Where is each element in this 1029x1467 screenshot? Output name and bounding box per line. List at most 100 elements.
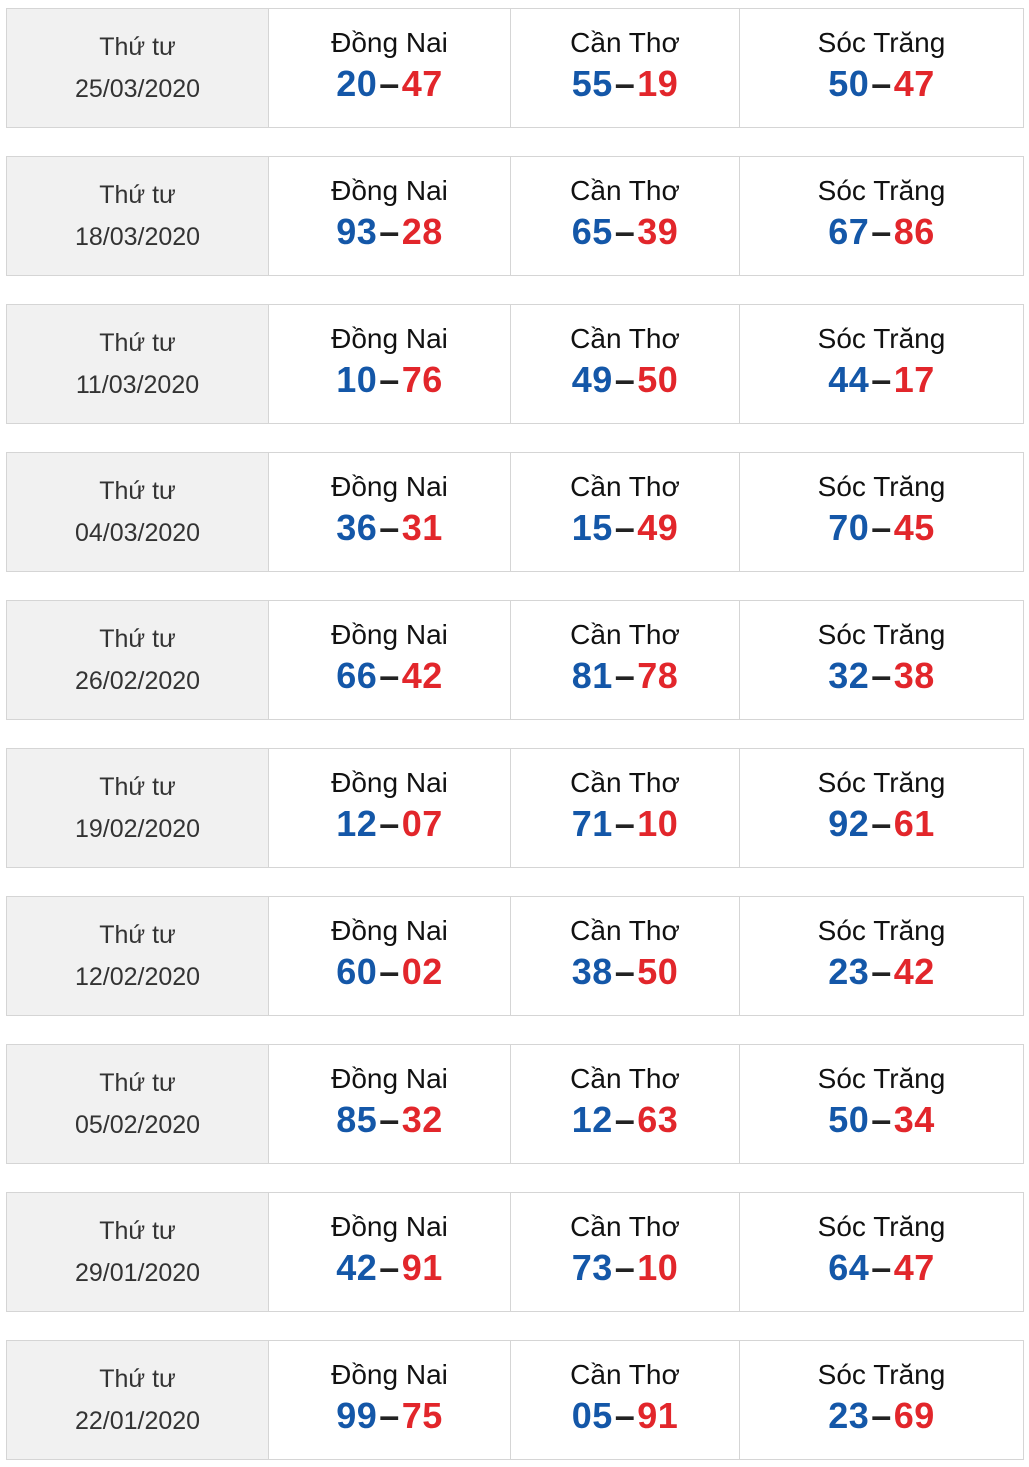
second-number: 31	[401, 507, 443, 548]
result-numbers: 12–07	[336, 801, 443, 847]
province-name[interactable]: Cần Thơ	[570, 175, 680, 206]
province-name[interactable]: Đồng Nai	[331, 767, 448, 798]
second-number: 91	[637, 1395, 679, 1436]
number-separator: –	[379, 655, 400, 696]
province-name[interactable]: Sóc Trăng	[817, 323, 946, 354]
province-name[interactable]: Cần Thơ	[570, 619, 680, 650]
result-numbers: 64–47	[828, 1245, 935, 1291]
province-result-cell: Đồng Nai 93–28	[269, 157, 511, 275]
result-numbers: 99–75	[336, 1393, 443, 1439]
province-result-cell: Sóc Trăng 67–86	[740, 157, 1023, 275]
second-number: 78	[637, 655, 679, 696]
number-separator: –	[614, 359, 636, 400]
number-separator: –	[871, 1099, 892, 1140]
province-result-cell: Sóc Trăng 32–38	[740, 601, 1023, 719]
province-name[interactable]: Sóc Trăng	[817, 619, 946, 650]
result-numbers: 10–76	[336, 357, 443, 403]
date-cell: Thứ tư 26/02/2020	[7, 601, 269, 719]
second-number: 38	[893, 655, 935, 696]
number-separator: –	[379, 1247, 400, 1288]
result-numbers: 12–63	[572, 1097, 679, 1143]
result-numbers: 50–34	[828, 1097, 935, 1143]
result-numbers: 23–42	[828, 949, 935, 995]
first-number: 71	[571, 803, 613, 844]
second-number: 76	[401, 359, 443, 400]
province-result-cell: Sóc Trăng 44–17	[740, 305, 1023, 423]
result-row: Thứ tư 18/03/2020 Đồng Nai 93–28 Cần Thơ 65–3…	[6, 156, 1024, 276]
first-number: 12	[571, 1099, 613, 1140]
province-name[interactable]: Đồng Nai	[331, 915, 448, 946]
first-number: 15	[571, 507, 613, 548]
result-row: Thứ tư 12/02/2020 Đồng Nai 60–02 Cần Thơ 38–5…	[6, 896, 1024, 1016]
province-name[interactable]: Đồng Nai	[331, 175, 448, 206]
result-numbers: 66–42	[336, 653, 443, 699]
date-cell: Thứ tư 22/01/2020	[7, 1341, 269, 1459]
date-cell: Thứ tư 18/03/2020	[7, 157, 269, 275]
province-result-cell: Sóc Trăng 64–47	[740, 1193, 1023, 1311]
province-result-cell: Cần Thơ 15–49	[511, 453, 740, 571]
draw-date[interactable]: 05/02/2020	[74, 1111, 201, 1139]
draw-date[interactable]: 29/01/2020	[74, 1259, 201, 1287]
province-name[interactable]: Đồng Nai	[331, 1359, 448, 1390]
result-numbers: 67–86	[828, 209, 935, 255]
number-separator: –	[379, 63, 400, 104]
weekday-label: Thứ tư	[99, 329, 176, 357]
province-name[interactable]: Đồng Nai	[331, 619, 448, 650]
weekday-label: Thứ tư	[99, 625, 176, 653]
province-name[interactable]: Sóc Trăng	[817, 27, 946, 58]
second-number: 69	[893, 1395, 935, 1436]
second-number: 02	[401, 951, 443, 992]
province-name[interactable]: Cần Thơ	[570, 323, 680, 354]
province-name[interactable]: Sóc Trăng	[817, 175, 946, 206]
result-numbers: 23–69	[828, 1393, 935, 1439]
second-number: 45	[893, 507, 935, 548]
result-numbers: 05–91	[572, 1393, 679, 1439]
draw-date[interactable]: 19/02/2020	[74, 815, 201, 843]
weekday-label: Thứ tư	[99, 1069, 176, 1097]
result-numbers: 44–17	[828, 357, 935, 403]
province-result-cell: Cần Thơ 05–91	[511, 1341, 740, 1459]
draw-date[interactable]: 22/01/2020	[74, 1407, 201, 1435]
result-numbers: 20–47	[336, 61, 443, 107]
province-name[interactable]: Cần Thơ	[570, 27, 680, 58]
weekday-label: Thứ tư	[99, 773, 176, 801]
first-number: 50	[828, 63, 870, 104]
province-name[interactable]: Sóc Trăng	[817, 767, 946, 798]
province-result-cell: Sóc Trăng 50–34	[740, 1045, 1023, 1163]
result-numbers: 85–32	[336, 1097, 443, 1143]
province-name[interactable]: Cần Thơ	[570, 1211, 680, 1242]
province-name[interactable]: Cần Thơ	[570, 767, 680, 798]
number-separator: –	[614, 1395, 636, 1436]
result-row: Thứ tư 22/01/2020 Đồng Nai 99–75 Cần Thơ 05–9…	[6, 1340, 1024, 1460]
province-name[interactable]: Sóc Trăng	[817, 1359, 946, 1390]
draw-date[interactable]: 11/03/2020	[75, 371, 200, 399]
second-number: 47	[893, 63, 935, 104]
province-name[interactable]: Sóc Trăng	[817, 1211, 946, 1242]
province-name[interactable]: Sóc Trăng	[817, 471, 946, 502]
province-name[interactable]: Đồng Nai	[331, 27, 448, 58]
province-result-cell: Cần Thơ 65–39	[511, 157, 740, 275]
date-cell: Thứ tư 12/02/2020	[7, 897, 269, 1015]
weekday-label: Thứ tư	[99, 921, 176, 949]
draw-date[interactable]: 26/02/2020	[74, 667, 201, 695]
province-name[interactable]: Sóc Trăng	[817, 1063, 946, 1094]
draw-date[interactable]: 04/03/2020	[74, 519, 201, 547]
province-name[interactable]: Cần Thơ	[570, 1359, 680, 1390]
province-name[interactable]: Đồng Nai	[331, 1063, 448, 1094]
date-cell: Thứ tư 29/01/2020	[7, 1193, 269, 1311]
province-name[interactable]: Đồng Nai	[331, 1211, 448, 1242]
province-name[interactable]: Cần Thơ	[570, 915, 680, 946]
province-name[interactable]: Cần Thơ	[570, 1063, 680, 1094]
province-name[interactable]: Đồng Nai	[331, 471, 448, 502]
second-number: 47	[401, 63, 443, 104]
date-cell: Thứ tư 05/02/2020	[7, 1045, 269, 1163]
province-result-cell: Cần Thơ 81–78	[511, 601, 740, 719]
result-numbers: 42–91	[336, 1245, 443, 1291]
number-separator: –	[871, 951, 892, 992]
draw-date[interactable]: 25/03/2020	[74, 75, 201, 103]
draw-date[interactable]: 12/02/2020	[74, 963, 201, 991]
draw-date[interactable]: 18/03/2020	[74, 223, 201, 251]
province-name[interactable]: Cần Thơ	[570, 471, 680, 502]
province-name[interactable]: Sóc Trăng	[817, 915, 946, 946]
province-name[interactable]: Đồng Nai	[331, 323, 448, 354]
